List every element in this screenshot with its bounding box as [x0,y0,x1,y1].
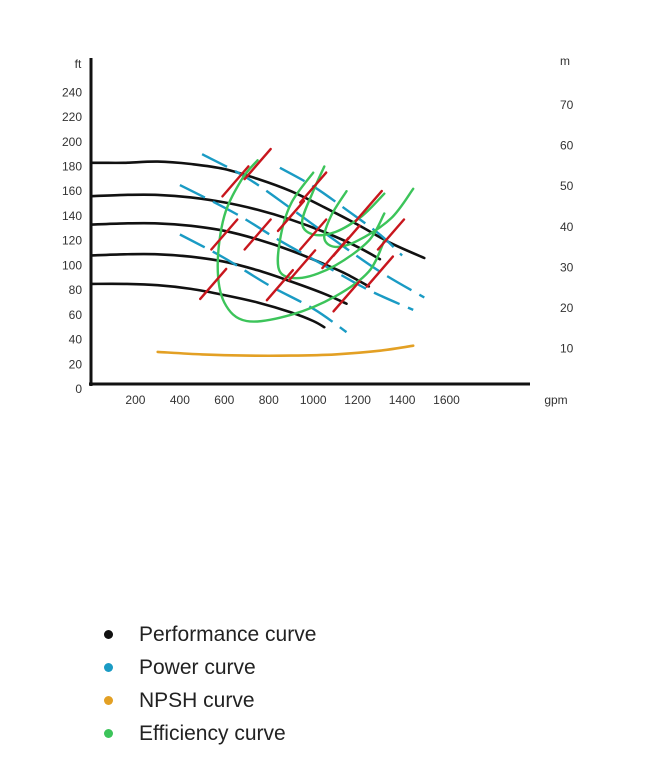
legend-label: Performance curve [139,622,317,646]
legend-item: Power curve [104,651,316,684]
performance-curves [89,160,426,329]
y-left-tick-label: 180 [62,160,82,174]
cut-mark [243,147,272,181]
performance-curve [89,221,371,288]
npsh-curve [156,344,415,358]
x-tick-label: 1400 [389,393,416,407]
y-left-tick-label: 160 [62,184,82,198]
cut-mark [354,189,383,223]
efficiency-curve [323,187,415,249]
legend-dot-icon [104,696,113,705]
x-unit: gpm [544,393,567,407]
cut-mark [276,199,306,233]
y-right-tick-label: 20 [560,301,574,315]
x-tick-label: 1200 [344,393,371,407]
cut-mark [365,255,395,288]
y-right-tick-label: 30 [560,260,574,274]
cut-mark [221,165,250,198]
performance-curve [89,252,348,305]
legend-dot-icon [104,630,113,639]
power-curve [179,233,348,334]
y-left-tick-label: 20 [69,357,83,371]
cut-mark [243,218,272,251]
cut-mark [299,171,328,204]
x-axis-ticks: 200 400 600 800 1000 1200 1400 1600 [125,393,460,407]
legend-label: Efficiency curve [139,721,286,745]
y-right-tick-label: 40 [560,220,574,234]
right-axis-ticks: 10 20 30 40 50 60 70 [560,98,574,355]
y-left-unit: ft [75,57,82,71]
x-tick-label: 1000 [300,393,327,407]
cut-mark [210,218,239,251]
legend-dot-icon [104,729,113,738]
power-curve [279,166,403,257]
y-right-tick-label: 50 [560,179,574,193]
y-left-tick-label: 80 [69,283,83,297]
x-tick-label: 200 [125,393,145,407]
y-left-tick-label: 100 [62,258,82,272]
legend-item: Efficiency curve [104,717,316,750]
y-right-tick-label: 60 [560,139,574,153]
npsh-curve-group [156,344,415,358]
power-curve [201,153,425,299]
x-tick-label: 800 [259,393,279,407]
efficiency-curve [276,171,386,280]
y-right-unit: m [560,54,570,68]
left-axis-ticks: 0 20 40 60 80 100 120 140 160 180 200 220 240 [62,85,82,396]
cut-mark [299,218,328,251]
x-tick-label: 1600 [433,393,460,407]
y-left-tick-label: 40 [69,333,83,347]
efficiency-curve [216,159,386,323]
power-curve [179,184,414,311]
legend: Performance curve Power curve NPSH curve Ef… [104,618,316,750]
x-tick-label: 400 [170,393,190,407]
legend-item: NPSH curve [104,684,316,717]
cut-marks [199,147,406,313]
y-left-tick-label: 140 [62,209,82,223]
y-left-tick-label: 220 [62,110,82,124]
pump-chart: 0 20 40 60 80 100 120 140 160 180 200 220 240 10 20 30… [62,54,574,407]
y-left-tick-label: 60 [69,308,83,322]
y-left-tick-label: 240 [62,85,82,99]
cut-mark [287,249,317,282]
y-left-tick-label: 120 [62,234,82,248]
y-right-tick-label: 10 [560,341,574,355]
power-curves [179,153,425,334]
performance-curve [89,282,326,329]
legend-label: Power curve [139,655,256,679]
legend-dot-icon [104,663,113,672]
performance-curve [89,193,382,261]
y-right-tick-label: 70 [560,98,574,112]
cut-mark [321,236,350,270]
cut-mark [332,280,361,313]
cut-mark [265,268,295,302]
cut-mark [376,218,406,251]
y-left-tick-label: 200 [62,135,82,149]
legend-item: Performance curve [104,618,316,651]
legend-label: NPSH curve [139,688,255,712]
x-tick-label: 600 [214,393,234,407]
cut-mark [199,267,228,301]
y-left-tick-label: 0 [75,382,82,396]
